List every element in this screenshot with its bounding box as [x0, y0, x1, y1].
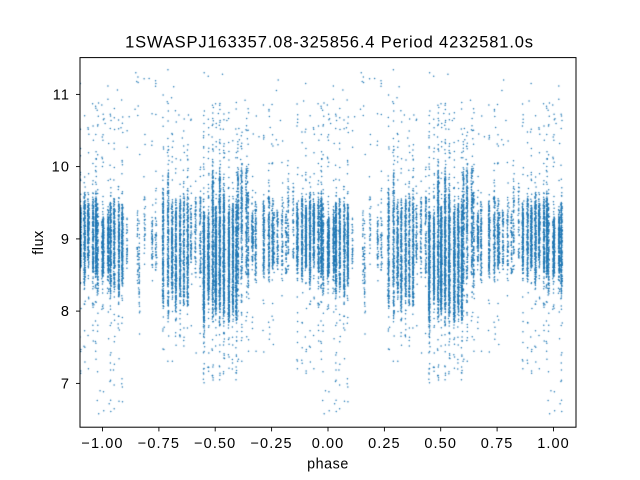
svg-text:0.25: 0.25: [368, 436, 401, 452]
svg-text:1.00: 1.00: [537, 436, 570, 452]
svg-text:0.75: 0.75: [481, 436, 514, 452]
svg-text:−0.25: −0.25: [250, 436, 292, 452]
svg-text:phase: phase: [307, 456, 349, 472]
svg-text:−0.50: −0.50: [194, 436, 236, 452]
svg-text:8: 8: [61, 304, 70, 320]
svg-text:9: 9: [61, 232, 70, 248]
svg-text:7: 7: [61, 376, 70, 392]
svg-text:1SWASPJ163357.08-325856.4 Peri: 1SWASPJ163357.08-325856.4 Period 4232581…: [125, 34, 534, 52]
svg-text:flux: flux: [31, 230, 47, 255]
svg-text:0.50: 0.50: [424, 436, 457, 452]
svg-text:0.00: 0.00: [312, 436, 345, 452]
svg-text:−1.00: −1.00: [81, 436, 123, 452]
svg-text:11: 11: [53, 87, 70, 103]
svg-text:−0.75: −0.75: [138, 436, 180, 452]
svg-text:10: 10: [52, 160, 70, 176]
